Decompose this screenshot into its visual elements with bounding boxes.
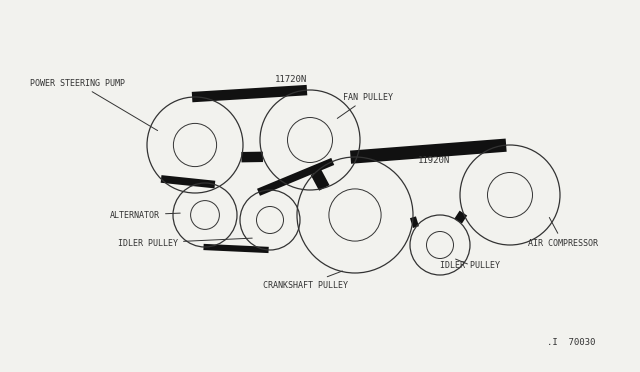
- Text: CRANKSHAFT PULLEY: CRANKSHAFT PULLEY: [263, 271, 348, 289]
- Text: 11720N: 11720N: [275, 75, 307, 84]
- Text: AIR COMPRESSOR: AIR COMPRESSOR: [528, 218, 598, 247]
- Text: .I  70030: .I 70030: [547, 338, 595, 347]
- Text: FAN PULLEY: FAN PULLEY: [337, 93, 393, 118]
- Text: IDLER PULLEY: IDLER PULLEY: [440, 259, 500, 269]
- Text: POWER STEERING PUMP: POWER STEERING PUMP: [30, 78, 157, 131]
- Text: 11920N: 11920N: [418, 156, 451, 165]
- Text: IDLER PULLEY: IDLER PULLEY: [118, 238, 252, 247]
- Text: ALTERNATOR: ALTERNATOR: [110, 211, 180, 219]
